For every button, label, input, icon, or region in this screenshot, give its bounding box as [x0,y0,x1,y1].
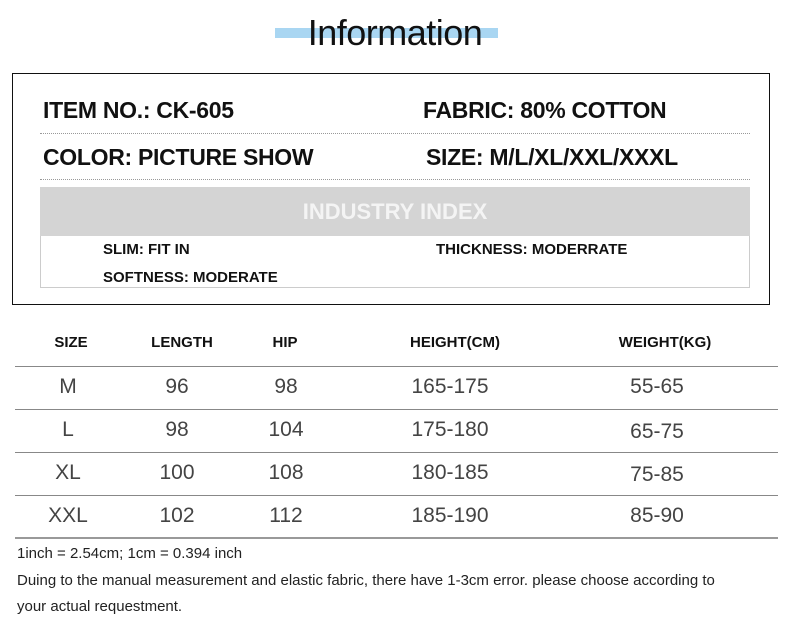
cell: 98 [165,418,189,441]
cell: 65-75 [630,420,684,443]
cell: 180-185 [411,461,489,484]
cell: 96 [165,375,189,398]
fabric: FABRIC: 80% COTTON [423,97,667,123]
cell: 98 [274,375,298,398]
slim-index: SLIM: FIT IN [103,241,190,258]
title-highlight-bar [275,28,498,38]
column-header: HIP [272,334,298,351]
industry-index-box [40,236,750,288]
cell: 75-85 [630,463,684,486]
cell: L [62,418,74,441]
cell: 104 [268,418,304,441]
color: COLOR: PICTURE SHOW [43,144,314,170]
softness-index: SOFTNESS: MODERATE [103,269,278,286]
row-divider [15,409,778,410]
cell: 175-180 [411,418,489,441]
row-divider [15,366,778,367]
industry-index-heading: INDUSTRY INDEX [40,187,750,236]
item-number: ITEM NO.: CK-605 [43,97,234,123]
cell: XL [55,461,81,484]
cell: 100 [159,461,195,484]
column-header: HEIGHT(CM) [410,334,500,351]
cell: XXL [48,504,88,527]
cell: 85-90 [630,504,684,527]
cell: 165-175 [411,375,489,398]
row-divider [15,452,778,453]
cell: M [59,375,77,398]
size-range: SIZE: M/L/XL/XXL/XXXL [426,144,678,170]
column-header: SIZE [54,334,88,351]
column-header: WEIGHT(KG) [618,334,712,351]
divider [40,179,750,180]
thickness-index: THICKNESS: MODERRATE [436,241,628,258]
cell: 108 [268,461,304,484]
disclaimer-line-2: your actual requestment. [17,598,183,615]
cell: 185-190 [411,504,489,527]
column-header: LENGTH [151,334,213,351]
table-bottom-border [15,537,778,539]
cell: 112 [269,504,303,527]
conversion-note: 1inch = 2.54cm; 1cm = 0.394 inch [17,545,243,562]
cell: 55-65 [630,375,684,398]
divider [40,133,750,134]
row-divider [15,495,778,496]
info-box [12,73,770,305]
cell: 102 [159,504,195,527]
disclaimer-line-1: Duing to the manual measurement and elas… [17,572,715,589]
page-title: Information [307,12,483,53]
